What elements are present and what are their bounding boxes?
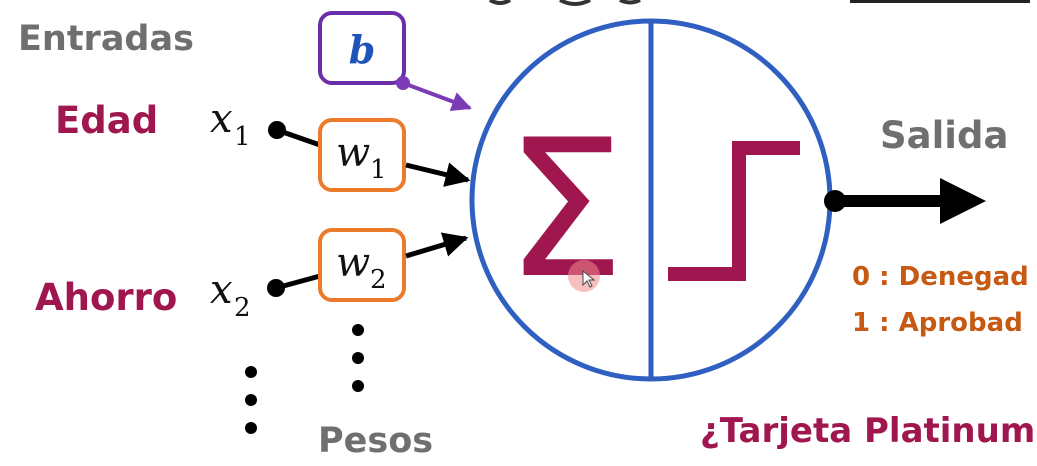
weight-arrow-2 — [405, 232, 469, 259]
weights-ellipsis — [352, 324, 364, 392]
entradas-label: Entradas — [18, 19, 194, 59]
pesos-label: Pesos — [318, 421, 433, 461]
svg-text:x: x — [210, 267, 233, 313]
bias-box — [318, 11, 406, 85]
weight-symbol-w2: w 2 — [336, 240, 387, 295]
input-symbol-x2: x 2 — [210, 267, 251, 323]
input-line-2 — [275, 273, 321, 291]
input-name-edad: Edad — [55, 99, 158, 142]
input-line-1 — [276, 127, 321, 148]
weight-symbol-w1: w 1 — [336, 130, 387, 185]
svg-text:1: 1 — [234, 122, 251, 152]
output-arrowhead — [940, 178, 986, 224]
svg-text:w: w — [336, 240, 370, 286]
summation-sigma: Σ — [505, 99, 625, 320]
bias-arrow — [402, 81, 472, 112]
salida-label: Salida — [880, 114, 1008, 157]
svg-text:2: 2 — [370, 265, 387, 295]
weight-box-w2 — [318, 228, 406, 302]
output-option-0: 0 : Denegad — [852, 262, 1029, 292]
output-option-1: 1 : Aprobad — [852, 308, 1023, 338]
svg-text:1 : Aprobad: 1 : Aprobad — [852, 308, 1023, 338]
input-name-ahorro: Ahorro — [35, 276, 177, 319]
clipped-top-text — [488, 0, 641, 6]
weight-box-w1 — [318, 118, 406, 192]
bias-symbol: b — [349, 27, 376, 72]
cursor-icon — [582, 269, 596, 288]
weight-arrow-1 — [405, 162, 471, 187]
svg-text:w: w — [336, 130, 370, 176]
step-activation — [668, 141, 800, 281]
inputs-ellipsis — [245, 366, 257, 434]
svg-text:2: 2 — [234, 293, 251, 323]
svg-text:0 : Denegad: 0 : Denegad — [852, 262, 1029, 292]
input-symbol-x1: x 1 — [210, 96, 251, 152]
clipped-top-bar — [850, 0, 1030, 3]
question-label: ¿Tarjeta Platinum — [700, 411, 1035, 451]
svg-text:x: x — [210, 96, 233, 142]
svg-text:1: 1 — [370, 155, 387, 185]
